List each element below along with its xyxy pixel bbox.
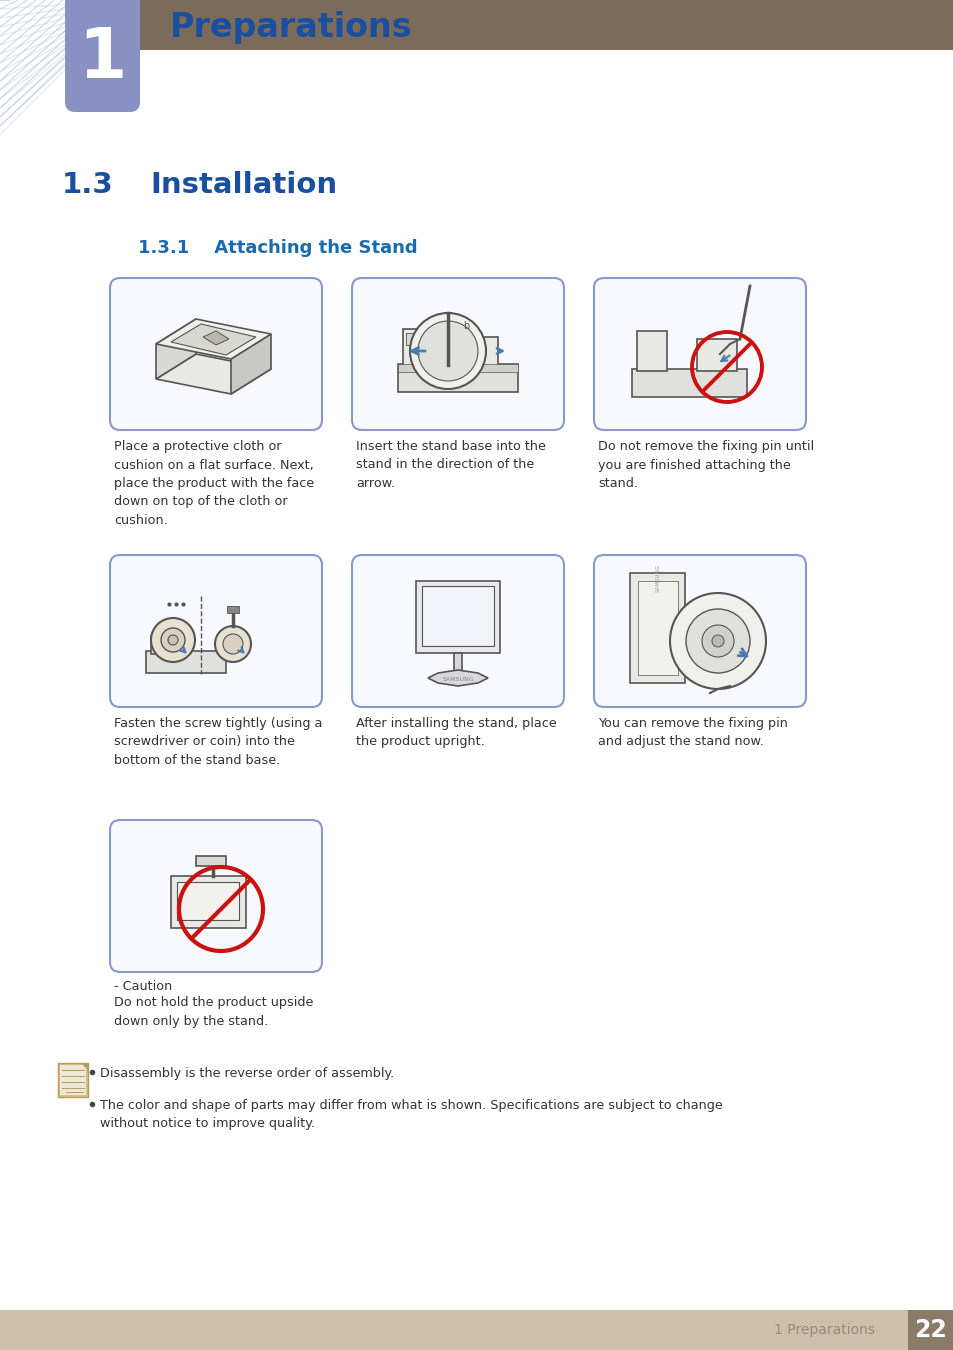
Circle shape	[168, 634, 178, 645]
Text: Fasten the screw tightly (using a
screwdriver or coin) into the
bottom of the st: Fasten the screw tightly (using a screwd…	[113, 717, 322, 767]
Bar	[631, 369, 746, 397]
Bar	[638, 580, 678, 675]
Bar	[637, 331, 666, 371]
Text: SAMSUNG: SAMSUNG	[442, 676, 474, 682]
Polygon shape	[428, 670, 488, 686]
FancyBboxPatch shape	[352, 555, 563, 707]
Text: 22: 22	[914, 1318, 946, 1342]
Text: Installation: Installation	[150, 171, 336, 198]
Circle shape	[701, 625, 733, 657]
FancyBboxPatch shape	[110, 555, 322, 707]
FancyBboxPatch shape	[110, 819, 322, 972]
FancyBboxPatch shape	[594, 278, 805, 431]
FancyBboxPatch shape	[110, 278, 322, 431]
Text: Do not remove the fixing pin until
you are finished attaching the
stand.: Do not remove the fixing pin until you a…	[598, 440, 813, 490]
Bar	[130, 0, 953, 50]
Bar	[171, 876, 246, 927]
Bar	[397, 364, 517, 373]
Text: Disassembly is the reverse order of assembly.: Disassembly is the reverse order of asse…	[100, 1066, 394, 1080]
Circle shape	[685, 609, 749, 674]
Text: You can remove the fixing pin
and adjust the stand now.: You can remove the fixing pin and adjust…	[598, 717, 787, 748]
Text: SAMSUNG: SAMSUNG	[655, 564, 659, 593]
Bar	[907, 1310, 953, 1350]
Polygon shape	[231, 333, 271, 394]
Bar	[462, 338, 497, 367]
Bar	[421, 586, 494, 647]
Text: Insert the stand base into the
stand in the direction of the
arrow.: Insert the stand base into the stand in …	[355, 440, 545, 490]
Circle shape	[151, 618, 194, 662]
Bar	[151, 636, 181, 653]
Bar	[195, 856, 226, 865]
FancyBboxPatch shape	[65, 0, 140, 112]
Text: b: b	[462, 321, 469, 331]
Text: Place a protective cloth or
cushion on a flat surface. Next,
place the product w: Place a protective cloth or cushion on a…	[113, 440, 314, 526]
Circle shape	[410, 313, 485, 389]
Circle shape	[417, 321, 477, 381]
Text: - Caution: - Caution	[113, 980, 172, 994]
Polygon shape	[156, 354, 271, 394]
Circle shape	[214, 626, 251, 661]
Bar	[227, 606, 239, 613]
Polygon shape	[156, 319, 195, 379]
Bar	[65, 0, 140, 15]
Text: After installing the stand, place
the product upright.: After installing the stand, place the pr…	[355, 717, 556, 748]
Text: 1: 1	[78, 24, 127, 92]
Bar	[406, 333, 430, 346]
Bar	[146, 651, 226, 674]
Text: Preparations: Preparations	[170, 12, 413, 45]
Polygon shape	[156, 319, 271, 359]
Bar	[416, 580, 499, 653]
Circle shape	[223, 634, 243, 653]
Bar	[0, 1310, 953, 1350]
Circle shape	[669, 593, 765, 688]
Circle shape	[161, 628, 185, 652]
Bar	[454, 653, 461, 674]
Text: Do not hold the product upside
down only by the stand.: Do not hold the product upside down only…	[113, 996, 313, 1027]
Polygon shape	[203, 331, 229, 346]
FancyBboxPatch shape	[352, 278, 563, 431]
Bar	[58, 1062, 88, 1098]
FancyBboxPatch shape	[594, 555, 805, 707]
Polygon shape	[171, 324, 255, 355]
Circle shape	[711, 634, 723, 647]
Bar	[60, 1065, 86, 1095]
Bar	[397, 364, 517, 391]
Bar	[629, 572, 684, 683]
Text: 1 Preparations: 1 Preparations	[773, 1323, 874, 1336]
Bar	[697, 339, 737, 371]
Bar	[402, 329, 433, 367]
Bar	[177, 882, 239, 919]
Text: 1.3.1    Attaching the Stand: 1.3.1 Attaching the Stand	[138, 239, 417, 256]
Text: The color and shape of parts may differ from what is shown. Specifications are s: The color and shape of parts may differ …	[100, 1099, 722, 1130]
Polygon shape	[81, 1062, 88, 1071]
Text: 1.3: 1.3	[62, 171, 113, 198]
